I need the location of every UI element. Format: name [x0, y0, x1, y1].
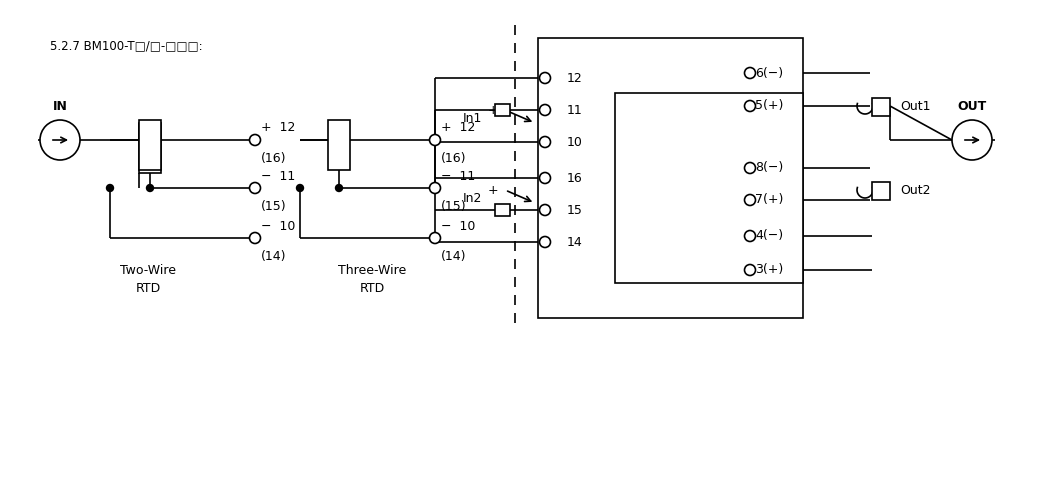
Bar — [615, 93, 803, 283]
Text: −  10: − 10 — [261, 220, 296, 233]
Text: RTD: RTD — [360, 282, 385, 294]
Circle shape — [539, 173, 551, 184]
Circle shape — [745, 264, 756, 275]
Text: (14): (14) — [261, 250, 286, 263]
Circle shape — [539, 137, 551, 148]
Bar — [495, 104, 510, 116]
Text: (15): (15) — [441, 200, 467, 213]
Text: −  11: − 11 — [441, 170, 475, 183]
Circle shape — [40, 120, 80, 160]
Circle shape — [297, 185, 304, 192]
Text: +: + — [488, 184, 499, 196]
Circle shape — [429, 232, 441, 243]
Text: (15): (15) — [261, 200, 286, 213]
Text: IN: IN — [53, 99, 67, 112]
Text: +  12: + 12 — [441, 121, 475, 134]
Text: 8(−): 8(−) — [755, 162, 783, 174]
Text: 5.2.7 BM100-T□/□-□□□:: 5.2.7 BM100-T□/□-□□□: — [50, 40, 202, 53]
Circle shape — [539, 205, 551, 216]
Text: Three-Wire: Three-Wire — [338, 263, 407, 276]
Text: RTD: RTD — [136, 282, 161, 294]
Text: OUT: OUT — [957, 99, 986, 112]
Text: Out2: Out2 — [900, 184, 930, 196]
Text: Out1: Out1 — [900, 99, 930, 112]
Circle shape — [745, 163, 756, 174]
Circle shape — [250, 183, 260, 194]
Circle shape — [250, 134, 260, 145]
Text: (16): (16) — [261, 152, 286, 165]
Circle shape — [429, 183, 441, 194]
Text: 16: 16 — [567, 172, 583, 185]
Circle shape — [250, 232, 260, 243]
Circle shape — [745, 67, 756, 78]
Text: 7(+): 7(+) — [755, 194, 783, 206]
Text: −  11: − 11 — [261, 170, 296, 183]
Circle shape — [952, 120, 992, 160]
Bar — [139, 123, 161, 173]
Text: 14: 14 — [567, 236, 583, 249]
Text: In1: In1 — [463, 111, 482, 124]
Text: +: + — [488, 104, 499, 117]
Circle shape — [429, 134, 441, 145]
Text: −  10: − 10 — [441, 220, 475, 233]
Circle shape — [539, 73, 551, 84]
Text: (14): (14) — [441, 250, 467, 263]
Text: 10: 10 — [567, 135, 583, 149]
Bar — [495, 204, 510, 216]
Text: +  12: + 12 — [261, 121, 296, 134]
Bar — [872, 182, 890, 200]
Text: 3(+): 3(+) — [755, 263, 783, 276]
Bar — [872, 98, 890, 116]
Text: (16): (16) — [441, 152, 467, 165]
Text: 4(−): 4(−) — [755, 229, 783, 242]
Circle shape — [745, 100, 756, 111]
Bar — [538, 38, 803, 318]
Circle shape — [539, 105, 551, 116]
Circle shape — [745, 230, 756, 241]
Text: 12: 12 — [567, 72, 583, 85]
Text: Two-Wire: Two-Wire — [120, 263, 176, 276]
Circle shape — [745, 195, 756, 206]
Circle shape — [146, 185, 153, 192]
Text: 5(+): 5(+) — [755, 99, 783, 112]
Text: 11: 11 — [567, 104, 583, 117]
Bar — [139, 120, 161, 170]
Circle shape — [539, 237, 551, 248]
Bar — [328, 120, 351, 170]
Circle shape — [107, 185, 113, 192]
Text: 15: 15 — [567, 204, 583, 217]
Circle shape — [336, 185, 342, 192]
Text: 6(−): 6(−) — [755, 66, 783, 79]
Text: In2: In2 — [463, 192, 482, 205]
